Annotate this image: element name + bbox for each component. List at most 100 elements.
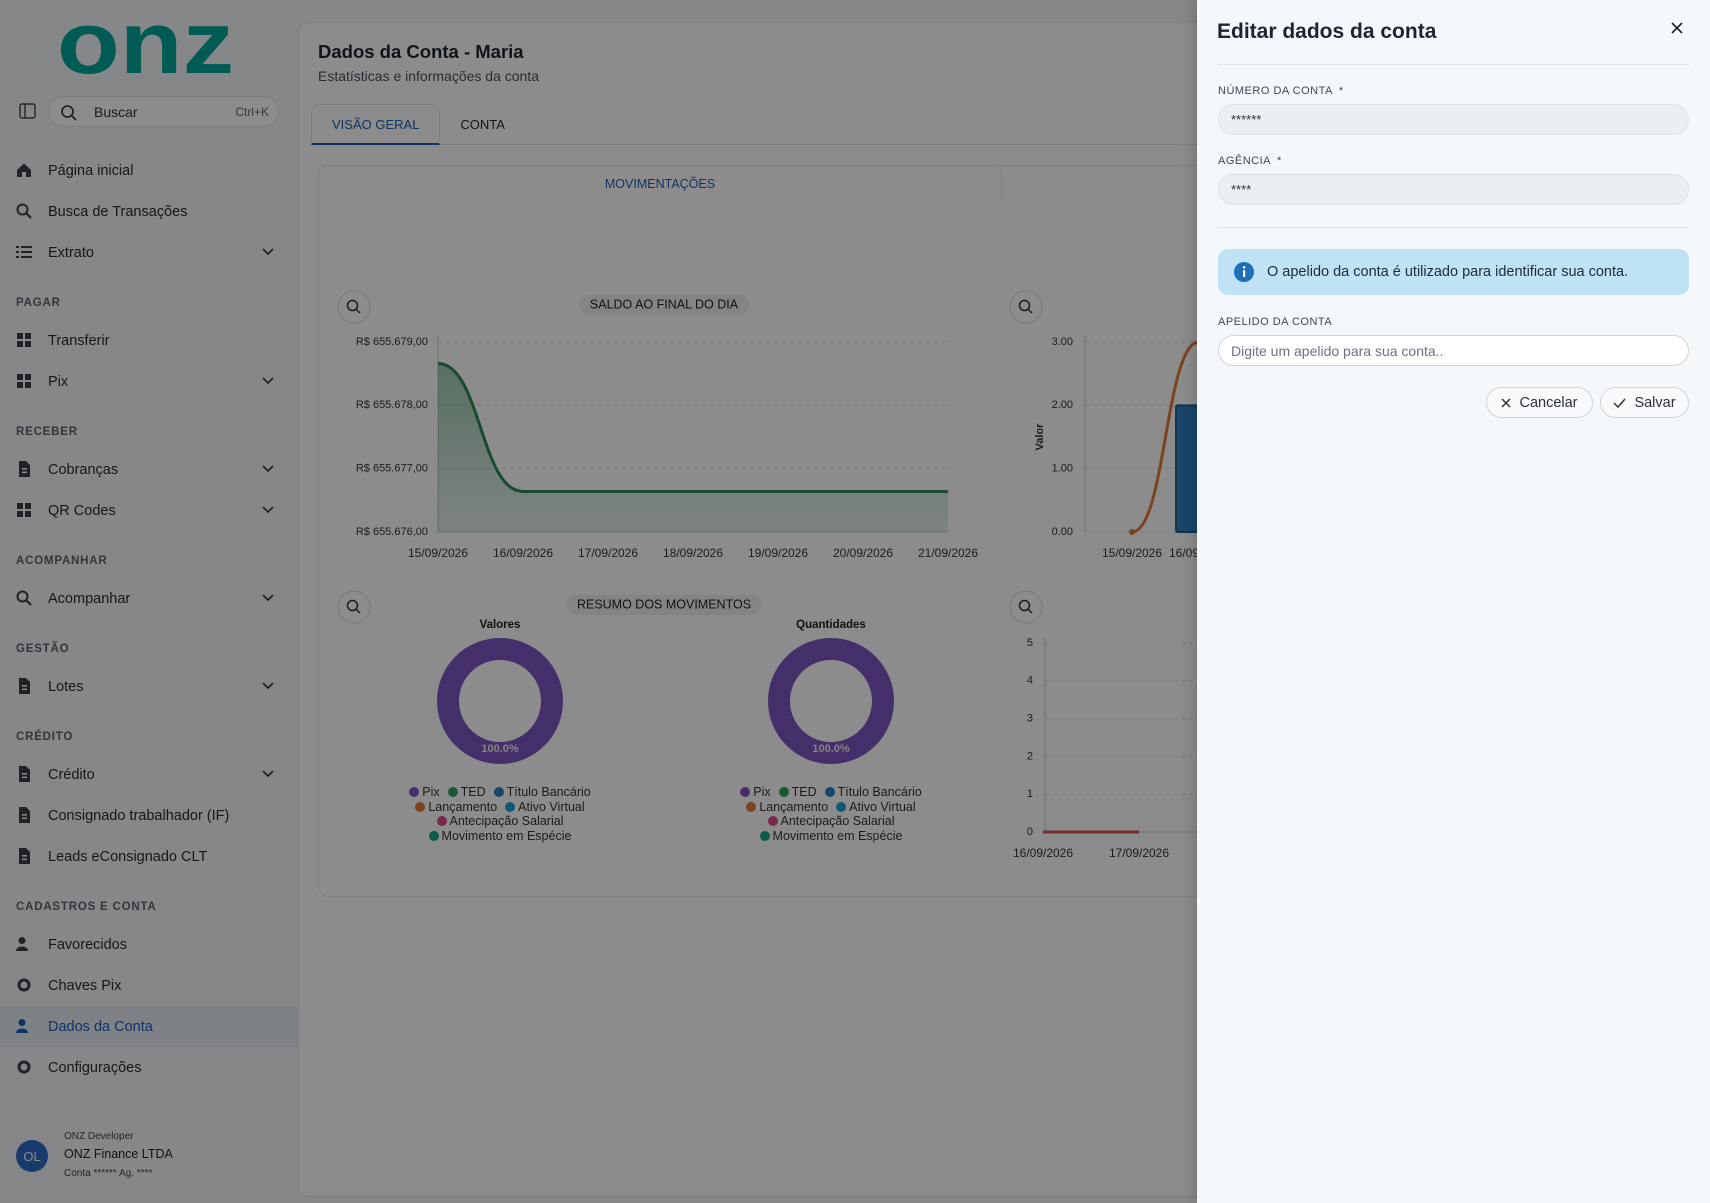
nav-icon [19, 461, 30, 477]
zoom-button[interactable] [337, 290, 371, 324]
panel-tab[interactable]: MOVIMENTAÇÕES [318, 165, 1002, 202]
nav-icon [17, 1060, 31, 1074]
nav-icon [19, 807, 30, 823]
nav-item[interactable]: Consignado trabalhador (IF) [0, 795, 298, 836]
nav-icon [19, 848, 30, 864]
cancel-button[interactable]: Cancelar [1486, 387, 1593, 418]
field-input[interactable]: **** [1218, 174, 1689, 205]
legend-item[interactable]: Pix [409, 785, 440, 800]
zoom-handle[interactable] [1027, 308, 1033, 314]
tabs: VISÃO GERAL CONTA [311, 104, 525, 145]
legend-dot [428, 830, 439, 841]
nav-label: Busca de Transações [48, 203, 188, 220]
nav-item[interactable]: Lotes [0, 666, 298, 707]
page-subtitle: Estatísticas e informações da conta [318, 68, 539, 84]
donut-title: Quantidades [796, 619, 866, 631]
tab[interactable]: CONTA [460, 117, 505, 132]
zoom-lens[interactable] [346, 299, 359, 312]
legend-item[interactable]: Título Bancário [824, 785, 922, 800]
zoom-circle[interactable] [1009, 290, 1043, 324]
legend-item[interactable]: Ativo Virtual [836, 800, 916, 815]
close-button[interactable] [1671, 22, 1683, 34]
search-shortcut: Ctrl+K [235, 105, 269, 119]
legend-item[interactable]: TED [778, 785, 817, 800]
nav-item[interactable]: Busca de Transações [0, 191, 298, 232]
donut-title: Valores [480, 619, 521, 631]
tab[interactable]: VISÃO GERAL [311, 104, 441, 145]
nav-item[interactable]: Pix [0, 361, 298, 402]
y-axis-label: Valor [1034, 423, 1046, 451]
legend-label: TED [791, 785, 817, 799]
legend-label: Ativo Virtual [518, 799, 585, 814]
zoom-handle[interactable] [355, 308, 361, 314]
user-company: ONZ Finance LTDA [64, 1147, 173, 1161]
nav-item[interactable]: Chaves Pix [0, 965, 298, 1006]
drawer-title: Editar dados da conta [1217, 20, 1437, 43]
y-tick-label: 5 [1027, 637, 1033, 649]
x-tick-label: 16/09/2026 [493, 546, 553, 560]
nav-item[interactable]: Transferir [0, 320, 298, 361]
nickname-input[interactable]: Digite um apelido para sua conta.. [1218, 335, 1689, 366]
legend-item[interactable]: Lançamento [415, 800, 497, 815]
zoom-lens[interactable] [346, 599, 359, 612]
zoom-handle[interactable] [1027, 608, 1033, 614]
legend-item[interactable]: Ativo Virtual [505, 799, 585, 815]
legend-dot [415, 801, 426, 812]
required-marker: * [1277, 155, 1282, 167]
nav-item[interactable]: Página inicial [0, 150, 298, 191]
donut-slice [437, 638, 563, 764]
sidebar: onz Buscar Ctrl+K Página inicial Busca de… [0, 0, 298, 1203]
nav-item[interactable]: Acompanhar [0, 578, 298, 619]
x-tick-label: 21/09/2026 [918, 546, 978, 560]
zoom-circle[interactable] [1009, 590, 1043, 624]
nav-icon [16, 246, 32, 258]
legend-item[interactable]: Pix [740, 785, 771, 800]
legend-item[interactable]: Movimento em Espécie [759, 829, 902, 844]
y-tick-label: R$ 655.677,00 [356, 463, 428, 475]
legend-dot [767, 816, 778, 826]
legend-item[interactable]: Lançamento [746, 800, 828, 815]
toggle-icon[interactable] [19, 103, 36, 119]
zoom-lens[interactable] [1018, 299, 1031, 312]
zoom-button[interactable] [1009, 290, 1043, 324]
nav: Página inicial Busca de Transações Extrato… [0, 150, 298, 1088]
zoom-circle[interactable] [337, 290, 371, 324]
zoom-button[interactable] [1009, 590, 1043, 624]
nav-item[interactable]: Extrato [0, 232, 298, 273]
legend-item[interactable]: Título Bancário [493, 785, 591, 800]
zoom-button[interactable] [337, 590, 371, 624]
point [1129, 529, 1135, 535]
avatar: OL [16, 1140, 48, 1172]
nav-label: Lotes [48, 678, 84, 695]
legend-item[interactable]: Antecipação Salarial [767, 814, 894, 829]
legend-item[interactable]: Movimento em Espécie [428, 829, 571, 844]
nav-item[interactable]: Cobranças [0, 449, 298, 490]
legend-label: Pix [753, 785, 771, 799]
nav-item[interactable]: Crédito [0, 754, 298, 795]
chevron-line [262, 248, 274, 256]
nav-icon [19, 678, 30, 694]
legend-item[interactable]: Antecipação Salarial [436, 814, 563, 829]
field-input[interactable]: ****** [1218, 104, 1689, 135]
nav-label: Crédito [48, 766, 95, 783]
sidebar-toggle[interactable] [19, 103, 36, 119]
legend-item[interactable]: TED [447, 785, 486, 800]
nav-item[interactable]: QR Codes [0, 490, 298, 531]
save-button[interactable]: Salvar [1600, 387, 1689, 418]
search-box[interactable]: Buscar Ctrl+K [48, 96, 279, 127]
zoom-lens[interactable] [1018, 599, 1031, 612]
section-title: PAGAR [16, 297, 61, 309]
nav-label: Favorecidos [48, 936, 127, 953]
y-tick-label: 1 [1027, 788, 1033, 800]
divider [1218, 227, 1689, 228]
nav-item[interactable]: Leads eConsignado CLT [0, 836, 298, 877]
zoom-handle[interactable] [355, 608, 361, 614]
y-tick-label: 2 [1027, 750, 1033, 762]
nav-item[interactable]: Favorecidos [0, 924, 298, 965]
nav-item[interactable]: Configurações [0, 1047, 298, 1088]
legend-dot [778, 787, 789, 797]
nav-label: Pix [48, 373, 69, 390]
zoom-circle[interactable] [337, 590, 371, 624]
chevron-line [262, 506, 274, 514]
nav-item[interactable]: Dados da Conta [0, 1006, 298, 1047]
